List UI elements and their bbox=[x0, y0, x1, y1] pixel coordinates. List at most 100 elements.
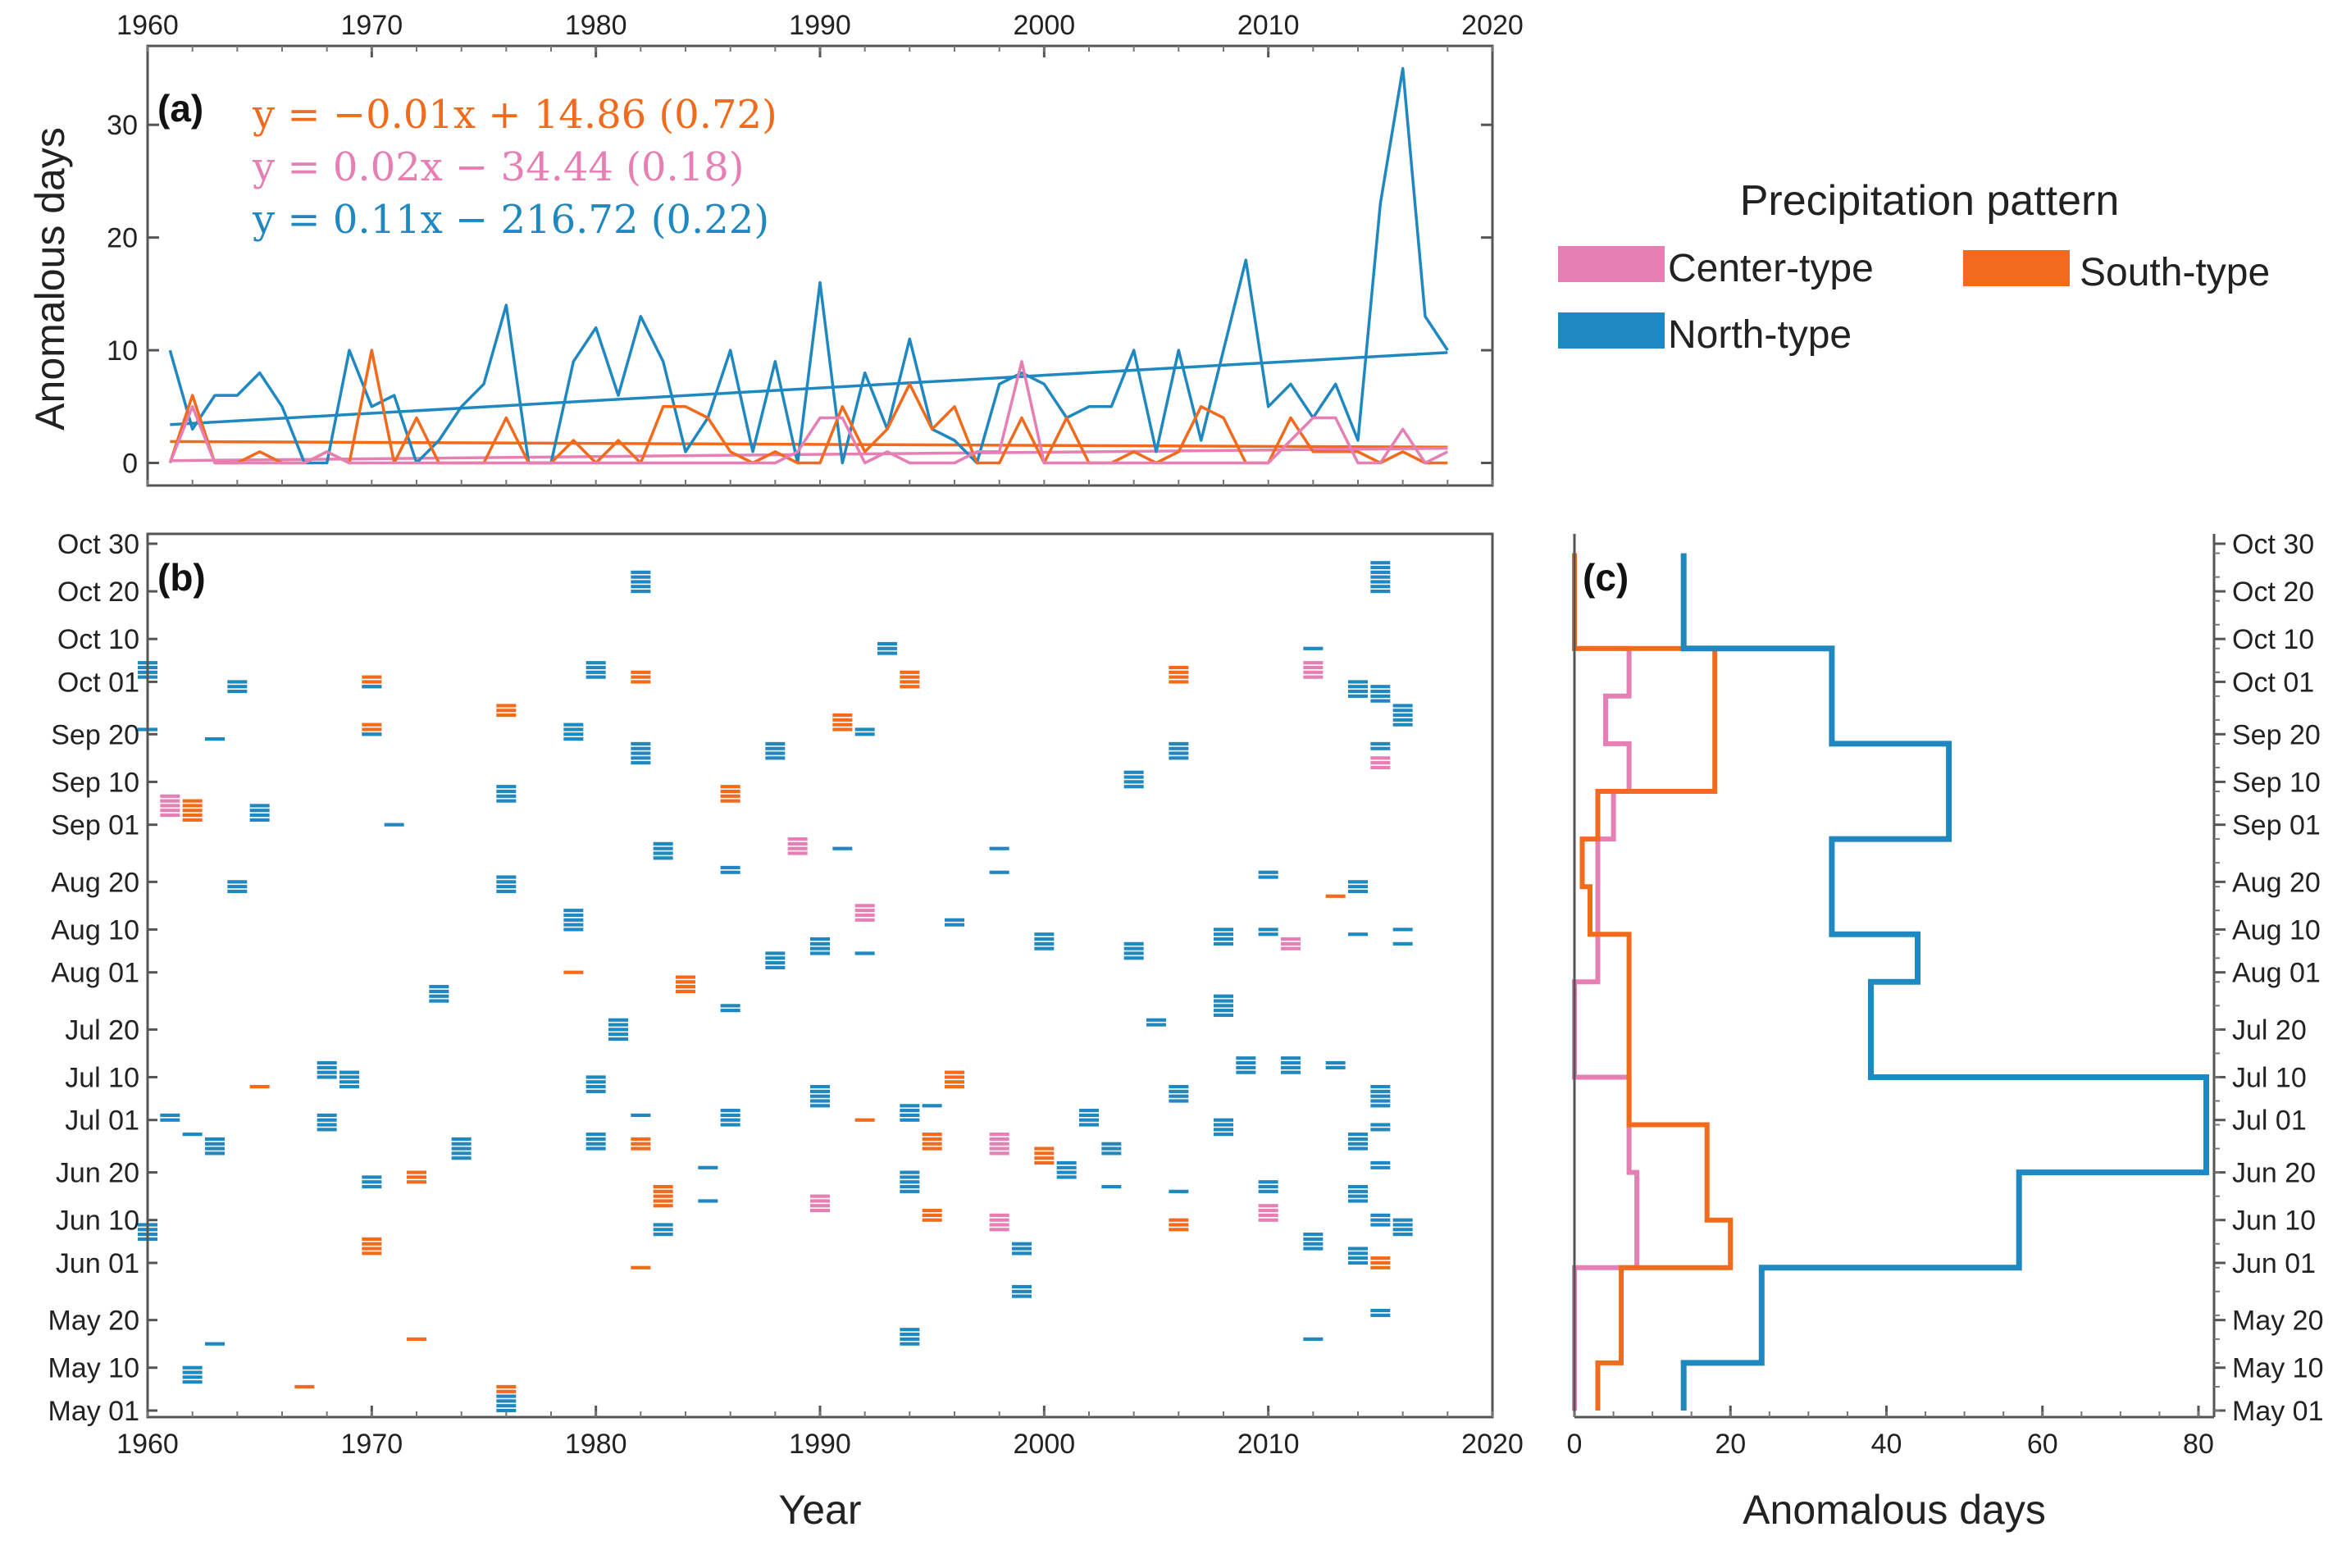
event-day-center bbox=[989, 1133, 1009, 1137]
event-day-north bbox=[810, 946, 830, 950]
event-day-north bbox=[1169, 756, 1189, 760]
b-xtick-label: 2000 bbox=[1014, 1429, 1076, 1460]
event-day-north bbox=[1370, 585, 1391, 589]
event-day-center bbox=[989, 1228, 1009, 1232]
event-day-north bbox=[1348, 1247, 1368, 1251]
event-day-south bbox=[922, 1133, 942, 1137]
b-ytick-label: Jun 01 bbox=[56, 1248, 139, 1279]
event-day-south bbox=[900, 670, 920, 674]
event-day-south bbox=[676, 980, 695, 984]
event-day-north bbox=[810, 1104, 830, 1108]
b-ytick-label: May 10 bbox=[48, 1353, 140, 1384]
event-day-south bbox=[922, 1208, 942, 1213]
event-day-north bbox=[653, 1233, 673, 1237]
event-day-north bbox=[1214, 999, 1233, 1003]
event-day-north bbox=[182, 1370, 203, 1374]
event-day-north bbox=[900, 1337, 920, 1341]
event-day-center bbox=[1258, 1213, 1278, 1217]
event-day-north bbox=[1214, 932, 1233, 937]
event-day-north bbox=[900, 1342, 920, 1346]
event-day-north bbox=[182, 1133, 203, 1137]
event-day-north bbox=[1392, 722, 1413, 727]
event-day-center bbox=[1303, 665, 1324, 670]
event-day-north bbox=[608, 1018, 628, 1022]
b-ytick-label: May 01 bbox=[48, 1396, 140, 1427]
event-day-north bbox=[1392, 1233, 1413, 1237]
event-day-north bbox=[608, 1037, 628, 1042]
event-day-north bbox=[1370, 1213, 1391, 1217]
event-day-north bbox=[585, 1080, 606, 1084]
c-ytick-label: Jul 10 bbox=[2232, 1062, 2307, 1093]
event-day-center bbox=[989, 1146, 1009, 1151]
event-day-north bbox=[900, 1332, 920, 1337]
event-day-north bbox=[945, 918, 964, 922]
event-day-north bbox=[1281, 1065, 1301, 1069]
b-ytick-label: Oct 20 bbox=[57, 577, 139, 608]
event-day-north bbox=[1370, 1094, 1391, 1098]
panel-a-ylabel: Anomalous days bbox=[27, 127, 73, 431]
c-ytick-label: Oct 30 bbox=[2232, 529, 2314, 560]
event-day-south bbox=[362, 1247, 382, 1251]
event-day-center bbox=[989, 1142, 1009, 1146]
event-day-north bbox=[631, 761, 651, 765]
event-day-north bbox=[631, 570, 651, 574]
event-day-north bbox=[631, 585, 651, 589]
event-day-north bbox=[227, 885, 248, 889]
event-day-center bbox=[1303, 670, 1324, 674]
a-xtick-label: 2000 bbox=[1014, 10, 1076, 41]
event-day-south bbox=[676, 989, 695, 994]
b-ytick-label: Oct 10 bbox=[57, 624, 139, 655]
event-day-center bbox=[1370, 756, 1391, 760]
hist-step-north bbox=[1680, 553, 2209, 1411]
c-xtick-label: 20 bbox=[1715, 1429, 1746, 1460]
b-xtick-label: 1960 bbox=[116, 1429, 179, 1460]
c-ytick-label: Aug 01 bbox=[2232, 958, 2321, 989]
event-day-south bbox=[922, 1146, 942, 1151]
event-day-north bbox=[182, 1375, 203, 1379]
event-day-center bbox=[787, 846, 808, 850]
event-day-south bbox=[1169, 675, 1189, 679]
a-xtick-label: 2020 bbox=[1461, 10, 1524, 41]
event-day-south bbox=[900, 680, 920, 684]
event-day-center bbox=[854, 904, 875, 908]
event-day-north bbox=[1079, 1118, 1099, 1122]
event-day-north bbox=[317, 1065, 337, 1069]
event-day-south bbox=[362, 1251, 382, 1256]
event-day-north bbox=[1034, 937, 1055, 941]
event-day-north bbox=[339, 1070, 359, 1074]
event-day-north bbox=[1214, 1133, 1233, 1137]
event-day-south bbox=[362, 727, 382, 732]
event-day-north bbox=[1303, 1242, 1324, 1246]
event-day-north bbox=[1348, 1256, 1368, 1260]
event-day-north bbox=[1012, 1289, 1032, 1293]
event-day-north bbox=[720, 870, 740, 874]
c-ytick-label: Oct 10 bbox=[2232, 624, 2314, 655]
hist-step-south bbox=[1572, 553, 1734, 1411]
event-day-north bbox=[810, 951, 830, 955]
event-day-center bbox=[1303, 675, 1324, 679]
event-day-north bbox=[160, 1118, 180, 1122]
event-day-north bbox=[317, 1118, 337, 1122]
c-ytick-label: Aug 20 bbox=[2232, 867, 2321, 898]
event-day-north bbox=[1169, 1099, 1189, 1103]
event-day-north bbox=[1169, 1094, 1189, 1098]
c-ytick-label: Sep 10 bbox=[2232, 767, 2321, 798]
event-day-south bbox=[653, 1204, 673, 1208]
event-day-north bbox=[900, 1109, 920, 1113]
event-day-north bbox=[1370, 694, 1391, 698]
event-day-north bbox=[1370, 1084, 1391, 1089]
event-day-south bbox=[720, 789, 740, 794]
event-day-north bbox=[451, 1137, 472, 1142]
event-day-north bbox=[1348, 1146, 1368, 1151]
event-day-north bbox=[900, 1104, 920, 1108]
event-day-north bbox=[1214, 1013, 1233, 1018]
event-day-north bbox=[1123, 956, 1144, 960]
event-day-north bbox=[1123, 946, 1144, 950]
event-day-north bbox=[1101, 1184, 1122, 1189]
event-day-north bbox=[1146, 1018, 1166, 1022]
event-day-north bbox=[1258, 1189, 1278, 1193]
b-ytick-label: Sep 10 bbox=[51, 767, 139, 798]
event-day-north bbox=[900, 1184, 920, 1189]
c-ytick-label: Oct 20 bbox=[2232, 577, 2314, 608]
event-day-center bbox=[989, 1213, 1009, 1217]
